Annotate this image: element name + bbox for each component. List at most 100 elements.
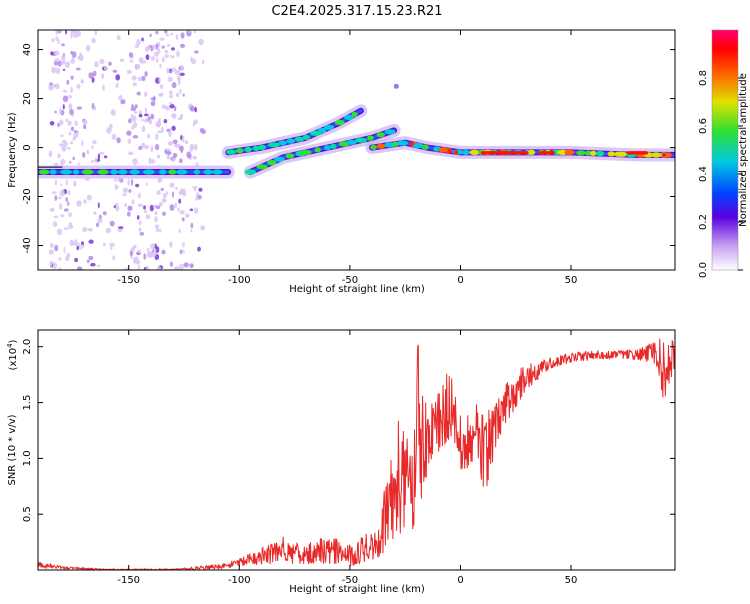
speckle-mark bbox=[169, 103, 175, 109]
speckle-mark bbox=[144, 71, 148, 77]
speckle-mark bbox=[182, 190, 186, 197]
speckle-mark bbox=[169, 102, 173, 105]
speckle-mark bbox=[115, 202, 119, 206]
speckle-mark bbox=[69, 239, 74, 246]
speckle-mark bbox=[150, 100, 156, 107]
speckle-mark bbox=[97, 153, 101, 161]
speckle-mark bbox=[131, 246, 136, 252]
speckle-mark bbox=[51, 66, 57, 74]
speckle-mark bbox=[161, 198, 167, 203]
ridge-blob bbox=[286, 138, 295, 144]
x-tick-label: -50 bbox=[342, 575, 358, 586]
speckle-mark bbox=[141, 142, 146, 149]
x-tick-label: -50 bbox=[342, 275, 358, 286]
speckle-mark bbox=[156, 266, 162, 270]
speckle-mark bbox=[172, 153, 178, 158]
speckle-mark bbox=[130, 107, 137, 112]
ridge-blob bbox=[351, 111, 358, 117]
speckle-mark bbox=[67, 201, 70, 207]
speckle-mark bbox=[169, 261, 173, 268]
speckle-mark bbox=[179, 249, 183, 255]
speckle-mark bbox=[110, 246, 113, 250]
ridge-blob bbox=[285, 153, 295, 159]
speckle-mark bbox=[161, 249, 166, 255]
y-tick-label: 0 bbox=[22, 144, 33, 150]
speckle-mark bbox=[104, 65, 107, 72]
speckle-mark bbox=[200, 225, 206, 231]
speckle-mark bbox=[177, 116, 183, 121]
x-tick-label: -150 bbox=[117, 575, 140, 586]
speckle-mark bbox=[69, 108, 74, 115]
speckle-mark bbox=[103, 155, 108, 159]
speckle-mark bbox=[132, 82, 137, 87]
speckle-mark bbox=[57, 122, 60, 128]
speckle-mark bbox=[57, 196, 62, 200]
colorbar-frame bbox=[711, 29, 739, 271]
speckle-mark bbox=[82, 244, 85, 248]
colorbar: 0.0 0.2 0.4 0.6 0.8 Normalized spectral ampl… bbox=[698, 29, 749, 278]
speckle-mark bbox=[99, 151, 105, 155]
speckle-mark bbox=[114, 177, 117, 182]
speckle-mark bbox=[195, 196, 200, 201]
speckle-mark bbox=[156, 190, 161, 196]
speckle-mark bbox=[114, 183, 118, 191]
speckle-mark bbox=[97, 202, 100, 209]
speckle-mark bbox=[155, 30, 159, 35]
x-tick-label: 0 bbox=[457, 575, 463, 586]
speckle-mark bbox=[157, 48, 161, 54]
speckle-mark bbox=[129, 250, 134, 256]
speckle-mark bbox=[72, 51, 77, 58]
speckle-mark bbox=[138, 146, 143, 150]
speckle-mark bbox=[139, 232, 144, 236]
speckle-mark bbox=[68, 131, 72, 136]
ridge-blob bbox=[330, 143, 337, 149]
ridge-blob bbox=[651, 152, 661, 158]
ridge-blob bbox=[252, 145, 260, 151]
speckle-mark bbox=[198, 187, 203, 192]
speckle-mark bbox=[74, 257, 78, 263]
ridge-blob bbox=[268, 142, 280, 148]
speckle-mark bbox=[136, 64, 140, 70]
speckle-mark bbox=[167, 76, 173, 83]
ridge-blob bbox=[324, 145, 331, 151]
snr-scale-label: (x104) bbox=[6, 339, 19, 370]
speckle-mark bbox=[160, 126, 164, 134]
speckle-mark bbox=[70, 86, 73, 94]
speckle-mark bbox=[99, 58, 105, 65]
ridge-blob bbox=[81, 169, 94, 175]
speckle-mark bbox=[158, 77, 161, 83]
speckle-mark bbox=[153, 51, 159, 57]
snr-scale-exp: 4 bbox=[6, 343, 14, 348]
x-tick-label: 50 bbox=[565, 275, 578, 286]
speckle-mark bbox=[194, 50, 199, 54]
ridge-blob bbox=[607, 151, 616, 157]
speckle-mark bbox=[68, 103, 73, 110]
speckle-mark bbox=[61, 145, 67, 152]
speckle-mark bbox=[102, 84, 105, 92]
speckle-mark bbox=[192, 185, 198, 189]
speckle-mark bbox=[60, 158, 66, 165]
speckle-mark bbox=[161, 56, 165, 63]
speckle-mark bbox=[197, 246, 201, 252]
speckle-mark bbox=[70, 30, 74, 36]
speckle-mark bbox=[166, 154, 171, 160]
speckle-mark bbox=[87, 228, 93, 232]
speckle-mark bbox=[189, 143, 195, 150]
speckle-mark bbox=[166, 43, 171, 47]
speckle-mark bbox=[194, 207, 199, 215]
speckle-mark bbox=[63, 227, 69, 230]
speckle-mark bbox=[186, 151, 192, 159]
speckle-mark bbox=[179, 72, 185, 77]
ridge-blob bbox=[397, 140, 409, 146]
speckle-mark bbox=[49, 242, 54, 249]
ridge-blob bbox=[334, 119, 345, 126]
speckle-mark bbox=[159, 63, 162, 68]
speckle-mark bbox=[105, 227, 111, 234]
ridge-blob bbox=[595, 150, 605, 157]
ridge-blob bbox=[576, 150, 586, 156]
speckle-mark bbox=[57, 267, 63, 270]
ridge-blob bbox=[97, 169, 109, 175]
speckle-mark bbox=[181, 135, 185, 143]
ridge-blob bbox=[226, 149, 237, 155]
peak-point bbox=[453, 150, 459, 155]
